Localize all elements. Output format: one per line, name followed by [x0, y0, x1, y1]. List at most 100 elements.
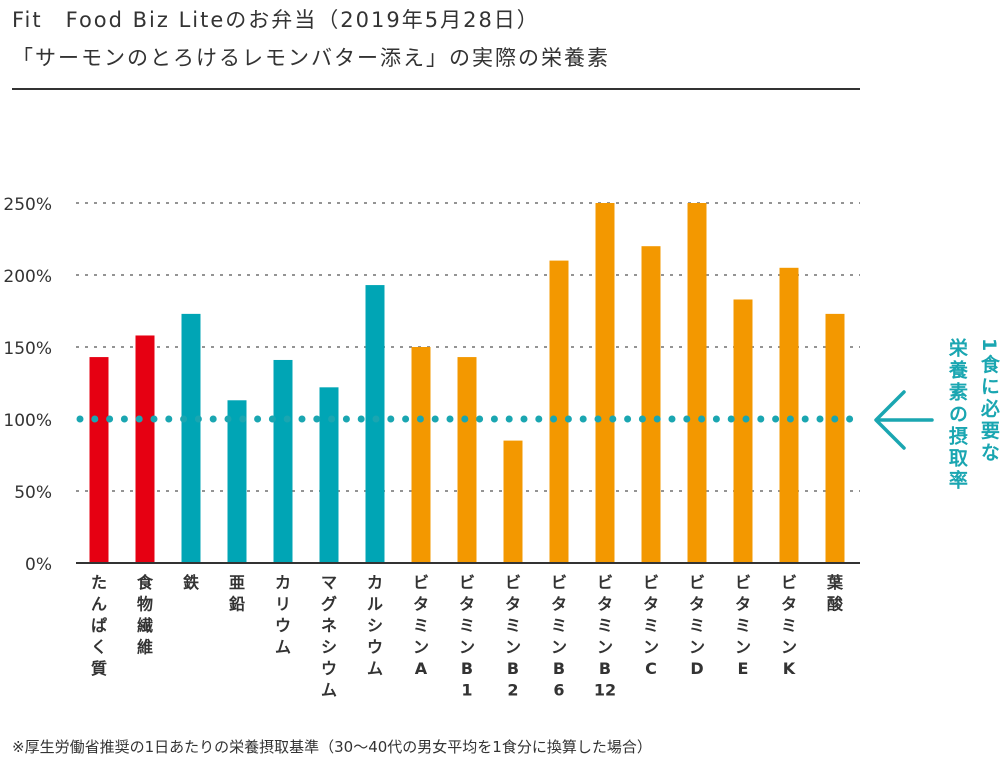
- svg-text:ウ: ウ: [367, 638, 383, 657]
- bar-ビタミンB12: [595, 203, 615, 563]
- svg-text:ミ: ミ: [781, 616, 797, 635]
- svg-text:ミ: ミ: [413, 616, 429, 635]
- svg-text:ム: ム: [321, 681, 337, 700]
- svg-text:1: 1: [461, 681, 472, 700]
- svg-text:繊: 繊: [137, 616, 153, 635]
- footnote: ※厚生労働省推奨の1日あたりの栄養摂取基準（30〜40代の男女平均を1食分に換算…: [12, 738, 652, 756]
- svg-text:6: 6: [553, 681, 564, 700]
- svg-text:ビ: ビ: [781, 573, 797, 592]
- reference-label-line-2: 栄養素の摂取率: [945, 338, 968, 492]
- svg-text:ン: ン: [551, 638, 567, 657]
- svg-text:ネ: ネ: [321, 616, 337, 635]
- svg-text:食: 食: [136, 573, 154, 592]
- svg-text:ビ: ビ: [597, 573, 613, 592]
- svg-text:マ: マ: [321, 573, 337, 592]
- svg-text:ビ: ビ: [551, 573, 567, 592]
- svg-text:物: 物: [137, 595, 153, 614]
- svg-text:シ: シ: [367, 616, 383, 635]
- svg-text:D: D: [690, 659, 703, 678]
- x-tick-label: 鉄: [183, 573, 199, 592]
- svg-text:ム: ム: [367, 659, 383, 678]
- bar-カリウム: [273, 359, 293, 563]
- svg-text:タ: タ: [597, 595, 613, 614]
- svg-text:B: B: [461, 659, 473, 678]
- bar-ビタミンB6: [549, 260, 569, 563]
- svg-text:ミ: ミ: [735, 616, 751, 635]
- svg-text:ン: ン: [459, 638, 475, 657]
- svg-text:酸: 酸: [827, 595, 844, 614]
- svg-text:ウ: ウ: [321, 659, 337, 678]
- bar-ビタミンA: [411, 347, 431, 563]
- svg-text:ビ: ビ: [689, 573, 705, 592]
- y-tick-label: 250%: [3, 195, 52, 215]
- svg-text:ウ: ウ: [275, 616, 291, 635]
- svg-text:ン: ン: [413, 638, 429, 657]
- svg-text:タ: タ: [689, 595, 705, 614]
- svg-text:E: E: [738, 659, 749, 678]
- y-tick-label: 50%: [14, 483, 52, 503]
- svg-text:B: B: [599, 659, 611, 678]
- svg-text:タ: タ: [413, 595, 429, 614]
- svg-text:K: K: [783, 659, 796, 678]
- y-tick-label: 200%: [3, 267, 52, 287]
- y-tick-label: 100%: [3, 411, 52, 431]
- svg-text:ン: ン: [643, 638, 659, 657]
- svg-text:カ: カ: [367, 573, 383, 592]
- svg-text:B: B: [553, 659, 565, 678]
- bar-カルシウム: [365, 285, 385, 563]
- bars: [89, 203, 845, 563]
- svg-text:ン: ン: [689, 638, 705, 657]
- svg-text:カ: カ: [275, 573, 291, 592]
- x-tick-label: 亜鉛: [229, 573, 245, 614]
- chart-title-line-1: Fit Food Biz Liteのお弁当（2019年5月28日）: [12, 8, 540, 32]
- svg-text:ぱ: ぱ: [91, 616, 107, 635]
- bar-ビタミンB1: [457, 357, 477, 563]
- svg-text:ミ: ミ: [505, 616, 521, 635]
- svg-text:鉛: 鉛: [229, 595, 245, 614]
- svg-text:ン: ン: [597, 638, 613, 657]
- bar-ビタミンC: [641, 246, 661, 563]
- svg-text:く: く: [91, 638, 107, 657]
- svg-text:タ: タ: [643, 595, 659, 614]
- svg-text:タ: タ: [781, 595, 797, 614]
- svg-text:ム: ム: [275, 638, 291, 657]
- svg-text:C: C: [645, 659, 657, 678]
- svg-text:ン: ン: [781, 638, 797, 657]
- svg-text:鉄: 鉄: [183, 573, 199, 592]
- chart-title-line-2: 「サーモンのとろけるレモンバター添え」の実際の栄養素: [12, 46, 610, 70]
- arrow-left-icon: [874, 390, 934, 450]
- title-underline: [12, 88, 860, 90]
- svg-text:ミ: ミ: [551, 616, 567, 635]
- svg-text:ミ: ミ: [689, 616, 705, 635]
- svg-text:ル: ル: [367, 595, 383, 614]
- x-tick-label: 葉酸: [826, 573, 844, 614]
- svg-text:ミ: ミ: [597, 616, 613, 635]
- bar-ビタミンB2: [503, 440, 523, 563]
- reference-label-line-1: 1食に必要な: [977, 338, 1000, 465]
- svg-text:ビ: ビ: [505, 573, 521, 592]
- svg-text:葉: 葉: [826, 573, 844, 592]
- svg-text:ビ: ビ: [413, 573, 429, 592]
- svg-text:シ: シ: [321, 638, 337, 657]
- svg-text:ビ: ビ: [735, 573, 751, 592]
- bar-鉄: [181, 313, 201, 563]
- svg-text:維: 維: [137, 638, 153, 657]
- bar-ビタミンD: [687, 203, 707, 563]
- bar-亜鉛: [227, 400, 247, 563]
- svg-text:タ: タ: [505, 595, 521, 614]
- bar-葉酸: [825, 313, 845, 563]
- svg-text:ビ: ビ: [643, 573, 659, 592]
- svg-text:タ: タ: [459, 595, 475, 614]
